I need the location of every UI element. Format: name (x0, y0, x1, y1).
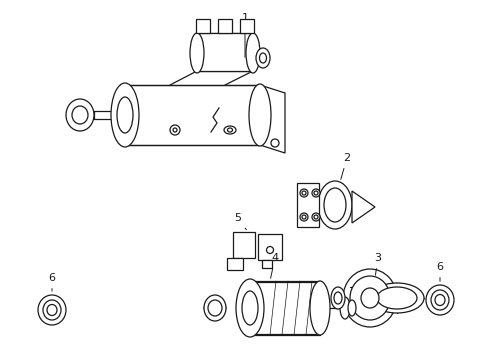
Ellipse shape (227, 128, 232, 132)
FancyBboxPatch shape (262, 260, 272, 268)
Ellipse shape (66, 99, 94, 131)
Ellipse shape (240, 281, 260, 335)
Ellipse shape (38, 295, 66, 325)
Ellipse shape (256, 48, 270, 68)
Ellipse shape (249, 84, 271, 146)
Text: 6: 6 (49, 273, 55, 291)
FancyBboxPatch shape (233, 232, 255, 258)
Ellipse shape (348, 300, 356, 316)
FancyBboxPatch shape (196, 19, 210, 33)
Ellipse shape (431, 290, 449, 310)
FancyBboxPatch shape (250, 282, 320, 334)
Ellipse shape (312, 189, 320, 197)
Ellipse shape (267, 247, 273, 253)
Ellipse shape (377, 287, 417, 309)
Ellipse shape (331, 287, 345, 309)
Ellipse shape (361, 288, 379, 308)
FancyBboxPatch shape (227, 258, 243, 270)
Ellipse shape (114, 84, 136, 146)
FancyBboxPatch shape (218, 19, 232, 33)
Polygon shape (352, 191, 375, 223)
FancyBboxPatch shape (197, 33, 253, 71)
Text: 5: 5 (235, 213, 246, 230)
Ellipse shape (350, 276, 390, 320)
FancyBboxPatch shape (258, 234, 282, 260)
Ellipse shape (47, 305, 57, 315)
Ellipse shape (72, 106, 88, 124)
Ellipse shape (324, 188, 346, 222)
Ellipse shape (300, 189, 308, 197)
Ellipse shape (271, 139, 279, 147)
Ellipse shape (343, 269, 397, 327)
Ellipse shape (208, 300, 222, 316)
Text: 1: 1 (242, 13, 248, 57)
Ellipse shape (312, 213, 320, 221)
Ellipse shape (340, 297, 350, 319)
Ellipse shape (224, 126, 236, 134)
Ellipse shape (190, 33, 204, 73)
Ellipse shape (236, 279, 264, 337)
Text: 4: 4 (270, 253, 278, 278)
Ellipse shape (334, 292, 342, 304)
FancyBboxPatch shape (297, 183, 319, 227)
Text: 2: 2 (341, 153, 350, 179)
Ellipse shape (300, 213, 308, 221)
Ellipse shape (426, 285, 454, 315)
Ellipse shape (318, 181, 352, 229)
Ellipse shape (43, 300, 61, 320)
Text: 3: 3 (374, 253, 382, 275)
Ellipse shape (204, 295, 226, 321)
Ellipse shape (170, 125, 180, 135)
Ellipse shape (310, 281, 330, 335)
Ellipse shape (173, 128, 177, 132)
Ellipse shape (260, 53, 267, 63)
Ellipse shape (302, 191, 306, 195)
FancyBboxPatch shape (240, 19, 254, 33)
Ellipse shape (302, 215, 306, 219)
Ellipse shape (314, 191, 318, 195)
Ellipse shape (370, 283, 424, 313)
Ellipse shape (246, 33, 260, 73)
Ellipse shape (314, 215, 318, 219)
Ellipse shape (435, 294, 445, 306)
Polygon shape (260, 85, 285, 153)
Ellipse shape (117, 97, 133, 133)
FancyBboxPatch shape (125, 85, 260, 145)
Ellipse shape (111, 83, 139, 147)
Ellipse shape (242, 291, 258, 325)
Text: 6: 6 (437, 262, 443, 281)
